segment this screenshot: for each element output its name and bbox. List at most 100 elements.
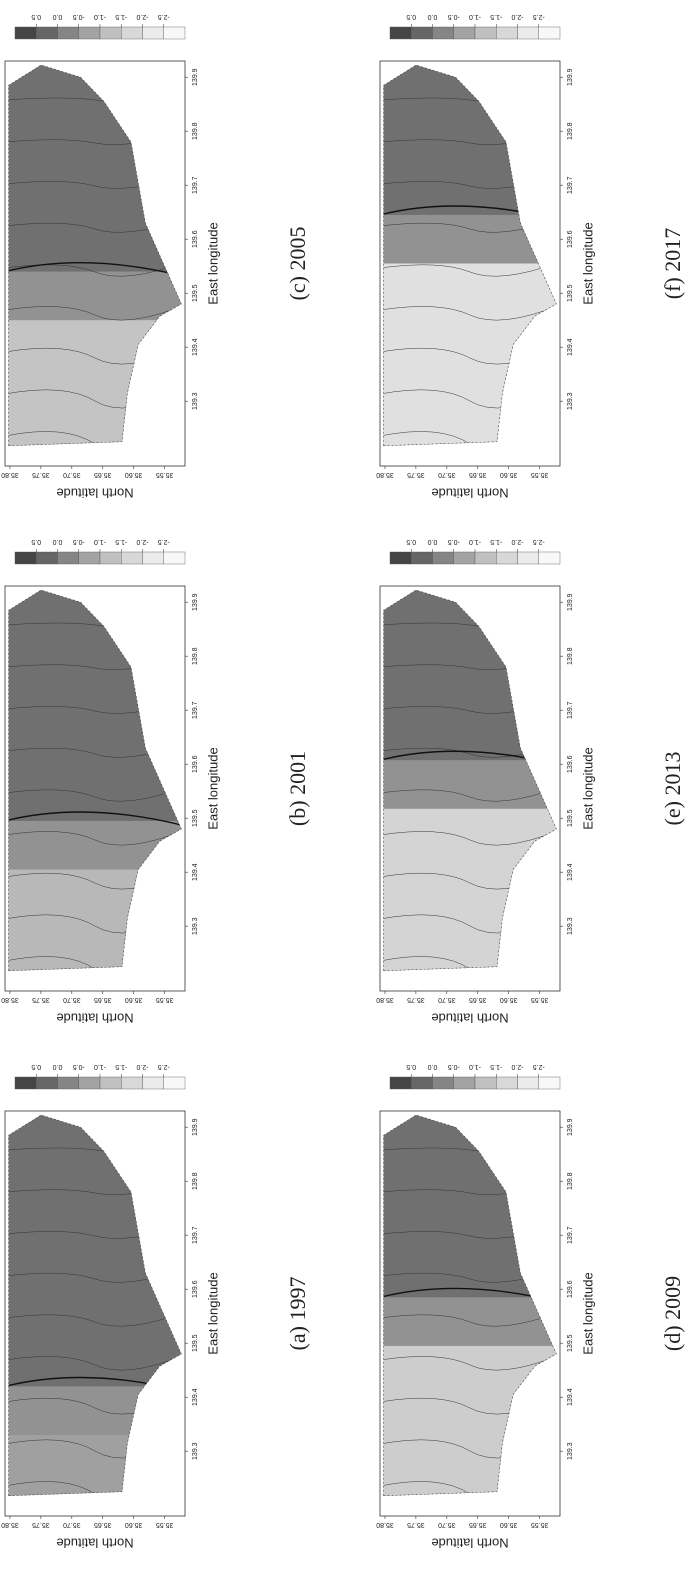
- colorbar-swatch: [121, 551, 143, 565]
- x-axis-label: East longitude: [205, 1272, 220, 1354]
- y-tick-label: 35.55: [531, 471, 549, 478]
- colorbar-swatch: [432, 26, 454, 40]
- boundary-line: [8, 829, 182, 846]
- x-tick-label: 139.6: [192, 755, 199, 773]
- colorbar-label: 0.5: [406, 538, 416, 545]
- region-west: [383, 1345, 557, 1496]
- colorbar-swatch: [453, 1076, 476, 1090]
- colorbar-swatch: [538, 1076, 561, 1090]
- colorbar-label: 0.5: [31, 1063, 41, 1070]
- colorbar-label: -1.0: [94, 1063, 106, 1070]
- colorbar-swatch: [496, 26, 518, 40]
- colorbar-label: 0.5: [31, 13, 41, 20]
- y-tick-label: 35.55: [531, 1521, 549, 1528]
- y-tick-label: 35.75: [32, 471, 50, 478]
- boundary-line: [8, 304, 182, 321]
- x-axis-label: East longitude: [580, 1272, 595, 1354]
- x-tick-label: 139.7: [567, 1226, 574, 1244]
- y-tick-label: 35.60: [500, 1521, 518, 1528]
- y-tick-label: 35.80: [376, 996, 394, 1003]
- boundary-line: [8, 786, 182, 802]
- colorbar-swatch: [474, 551, 497, 565]
- colorbar-swatch: [78, 551, 101, 565]
- colorbar-swatch: [121, 26, 143, 40]
- y-tick-label: 35.75: [407, 471, 425, 478]
- x-tick-label: 139.8: [567, 647, 574, 665]
- y-tick-label: 35.55: [531, 996, 549, 1003]
- colorbar-label: 0.0: [53, 538, 63, 545]
- y-tick-label: 35.70: [438, 1521, 456, 1528]
- colorbar-swatch: [57, 1076, 79, 1090]
- y-axis-label: North latitude: [431, 1011, 508, 1026]
- x-tick-label: 139.9: [192, 68, 199, 86]
- map-area: [8, 1115, 182, 1496]
- colorbar-label: -2.0: [511, 538, 523, 545]
- x-axis-label: East longitude: [580, 747, 595, 829]
- x-tick-label: 139.8: [567, 1172, 574, 1190]
- y-tick-label: 35.65: [469, 996, 487, 1003]
- colorbar-swatch: [57, 26, 79, 40]
- map-frame: [379, 60, 561, 467]
- contour-line: [8, 811, 182, 827]
- colorbar-swatch: [36, 551, 58, 565]
- colorbar-label: -1.0: [469, 13, 481, 20]
- x-tick-label: 139.5: [567, 1334, 574, 1352]
- colorbar-swatch: [78, 1076, 101, 1090]
- y-tick-label: 35.70: [63, 996, 81, 1003]
- colorbar-label: -0.5: [73, 13, 85, 20]
- map-frame: [4, 585, 186, 992]
- x-tick-label: 139.6: [192, 230, 199, 248]
- y-tick-label: 35.65: [469, 471, 487, 478]
- x-tick-label: 139.9: [192, 1118, 199, 1136]
- colorbar-label: -1.5: [115, 538, 127, 545]
- x-axis-label: East longitude: [205, 747, 220, 829]
- colorbar-label: 0.0: [53, 13, 63, 20]
- contour-line: [8, 262, 182, 278]
- boundary-line: [383, 1354, 557, 1371]
- region-west: [8, 1435, 182, 1496]
- x-tick-label: 139.5: [192, 809, 199, 827]
- x-tick-label: 139.4: [192, 1388, 199, 1406]
- colorbar-label: -0.5: [448, 13, 460, 20]
- colorbar-swatch: [474, 26, 497, 40]
- colorbar-swatch: [496, 1076, 518, 1090]
- colorbar-label: -1.0: [469, 1063, 481, 1070]
- y-tick-label: 35.80: [376, 471, 394, 478]
- panel-caption: (e) 2013: [660, 752, 685, 826]
- panel-caption: (c) 2005: [285, 227, 310, 301]
- map-frame: [4, 60, 186, 467]
- colorbar-label: 0.5: [31, 538, 41, 545]
- colorbar-swatch: [453, 551, 476, 565]
- map-frame: [4, 1110, 186, 1517]
- x-tick-label: 139.3: [192, 917, 199, 935]
- x-tick-label: 139.5: [567, 809, 574, 827]
- colorbar-label: -2.5: [158, 538, 170, 545]
- y-axis-label: North latitude: [56, 486, 133, 501]
- y-axis-label: North latitude: [56, 1536, 133, 1551]
- x-tick-label: 139.6: [567, 755, 574, 773]
- colorbar-label: -0.5: [73, 538, 85, 545]
- x-tick-label: 139.8: [192, 122, 199, 140]
- colorbar-swatch: [121, 1076, 143, 1090]
- x-tick-label: 139.3: [567, 917, 574, 935]
- x-tick-label: 139.6: [192, 1280, 199, 1298]
- colorbar-label: -2.0: [136, 1063, 148, 1070]
- colorbar-label: 0.5: [406, 1063, 416, 1070]
- map-area: [383, 1115, 557, 1496]
- x-tick-label: 139.3: [567, 392, 574, 410]
- colorbar-label: 0.0: [53, 1063, 63, 1070]
- boundary-line: [383, 261, 557, 277]
- colorbar-label: -1.5: [490, 538, 502, 545]
- x-axis-label: East longitude: [205, 222, 220, 304]
- colorbar-swatch: [36, 1076, 58, 1090]
- panel-caption: (d) 2009: [660, 1276, 685, 1351]
- colorbar-swatch: [142, 1076, 164, 1090]
- colorbar-label: -1.0: [94, 13, 106, 20]
- colorbar-swatch: [411, 551, 433, 565]
- colorbar-swatch: [163, 551, 186, 565]
- colorbar-swatch: [432, 1076, 454, 1090]
- colorbar-swatch: [389, 26, 412, 40]
